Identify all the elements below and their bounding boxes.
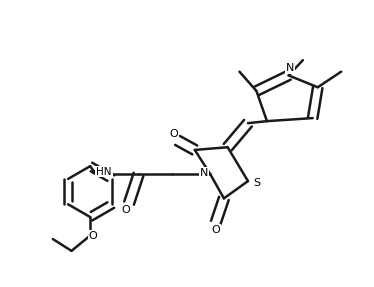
Text: N: N (286, 63, 294, 73)
Text: O: O (121, 205, 130, 215)
Text: S: S (253, 178, 260, 188)
Text: O: O (89, 231, 97, 241)
Text: N: N (200, 168, 208, 178)
Text: O: O (169, 129, 178, 139)
Text: HN: HN (96, 167, 112, 177)
Text: O: O (211, 225, 220, 235)
